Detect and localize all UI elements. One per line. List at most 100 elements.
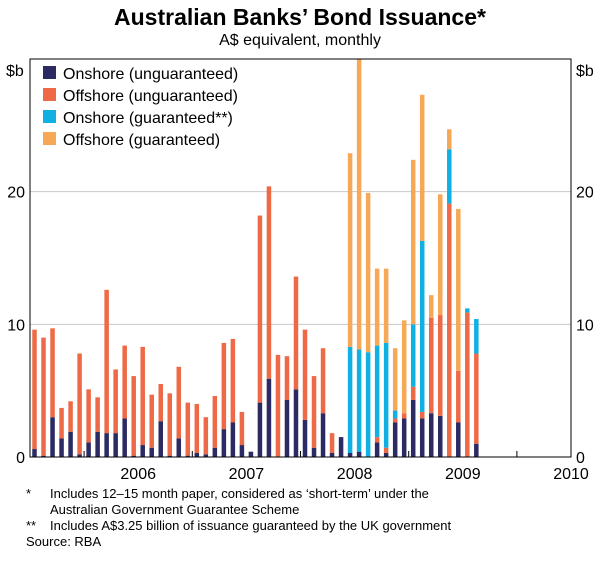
bar-segment — [194, 403, 200, 454]
bar-segment — [59, 407, 64, 439]
bar-segment — [275, 354, 281, 457]
bar-segment — [230, 338, 236, 423]
bar-segment — [293, 276, 299, 390]
x-tick-label: 2006 — [120, 466, 156, 483]
bar-segment — [194, 453, 200, 457]
chart-title: Australian Banks’ Bond Issuance* — [114, 4, 486, 30]
bar-segment — [447, 203, 452, 457]
bar-segment — [212, 395, 218, 448]
bar-segment — [140, 445, 145, 457]
bar-segment — [456, 422, 461, 457]
bar-segment — [41, 455, 46, 457]
bar-segment — [113, 369, 118, 434]
bar-segment — [383, 268, 389, 343]
bar-segment — [410, 399, 416, 457]
bar-segment — [374, 345, 380, 438]
bar-segment — [158, 384, 163, 422]
bar-segment — [167, 455, 173, 457]
bar-segment — [149, 394, 154, 448]
bar-segment — [68, 431, 73, 457]
bar-segment — [185, 402, 191, 456]
source-note: Source: RBA — [26, 534, 102, 549]
bar-segment — [383, 447, 389, 454]
bar-segment — [284, 399, 290, 457]
bar-segment — [365, 352, 371, 457]
bar-segment — [474, 319, 479, 354]
bar-segment — [122, 418, 127, 457]
footnote-1-line-2: Australian Government Guarantee Scheme — [50, 502, 300, 517]
bar-segment — [465, 308, 470, 313]
legend-swatch — [43, 66, 56, 79]
bar-segment — [203, 417, 209, 455]
bar-segment — [95, 431, 100, 457]
bar-segment — [176, 366, 182, 439]
bar-segment — [320, 413, 326, 457]
bar-segment — [438, 415, 443, 457]
gridlines — [30, 191, 571, 325]
bar-segment — [212, 447, 218, 457]
bar-segment — [86, 442, 91, 457]
axis-ticks: 0 0 10 10 20 20 2006 2007 2008 2009 2010 — [7, 185, 594, 483]
bar-segment — [392, 418, 398, 423]
bar-segment — [419, 411, 425, 419]
bar-segment — [239, 411, 245, 446]
legend-label: Offshore (unguaranteed) — [63, 88, 238, 105]
bar-segment — [59, 438, 64, 457]
bar-segment — [447, 129, 452, 150]
bar-segment — [419, 418, 425, 457]
bar-segment — [456, 370, 461, 423]
y-unit-left: $b — [6, 63, 24, 80]
bar-segment — [86, 389, 91, 443]
bar-segment — [383, 342, 389, 448]
bar-segment — [266, 378, 272, 457]
bar-segment — [347, 453, 353, 457]
bar-segment — [447, 149, 452, 204]
footnote-1-line-1: Includes 12–15 month paper, considered a… — [50, 486, 429, 501]
bar-segment — [456, 208, 461, 371]
bar-segment — [419, 240, 425, 412]
bar-segment — [257, 215, 263, 403]
y-tick-label-right: 20 — [576, 185, 594, 202]
bar-segment — [311, 376, 317, 448]
bar-segment — [311, 447, 317, 457]
bar-segment — [32, 449, 37, 457]
bar-segment — [167, 393, 173, 456]
bar-segment — [239, 445, 245, 457]
y-unit-right: $b — [576, 63, 594, 80]
bar-segment — [392, 348, 398, 411]
footnote-2-mark: ** — [26, 518, 37, 533]
bar-segment — [248, 451, 254, 457]
bar-segment — [347, 153, 353, 347]
x-tick-label: 2008 — [337, 466, 373, 483]
bar-segment — [176, 438, 182, 457]
bar-segment — [140, 346, 145, 446]
legend-swatch — [43, 88, 56, 101]
legend-swatch — [43, 132, 56, 145]
bar-segment — [131, 455, 136, 457]
bar-segment — [365, 192, 371, 353]
bar-segment — [401, 320, 407, 414]
bar-segment — [329, 453, 335, 457]
bar-segment — [374, 268, 380, 346]
bar-segment — [438, 194, 443, 316]
bar-segment — [401, 418, 407, 457]
bar-segment — [302, 329, 308, 420]
bar-segment — [149, 447, 154, 457]
bar-segment — [104, 289, 109, 434]
bar-segment — [158, 421, 163, 457]
y-tick-label-right: 10 — [576, 317, 594, 334]
bar-segment — [392, 410, 398, 419]
bar-segment — [221, 429, 227, 457]
footnote-2: ** Includes A$3.25 billion of issuance g… — [26, 518, 451, 534]
bar-segment — [68, 401, 73, 432]
y-tick-label-right: 0 — [576, 450, 585, 467]
bar-segment — [374, 442, 380, 457]
bar-segment — [320, 348, 326, 414]
bar-segment — [392, 422, 398, 457]
legend-swatch — [43, 110, 56, 123]
bar-segment — [347, 346, 353, 454]
bar-segment — [356, 59, 362, 350]
bar-segment — [284, 356, 290, 400]
bar-segment — [104, 433, 109, 457]
